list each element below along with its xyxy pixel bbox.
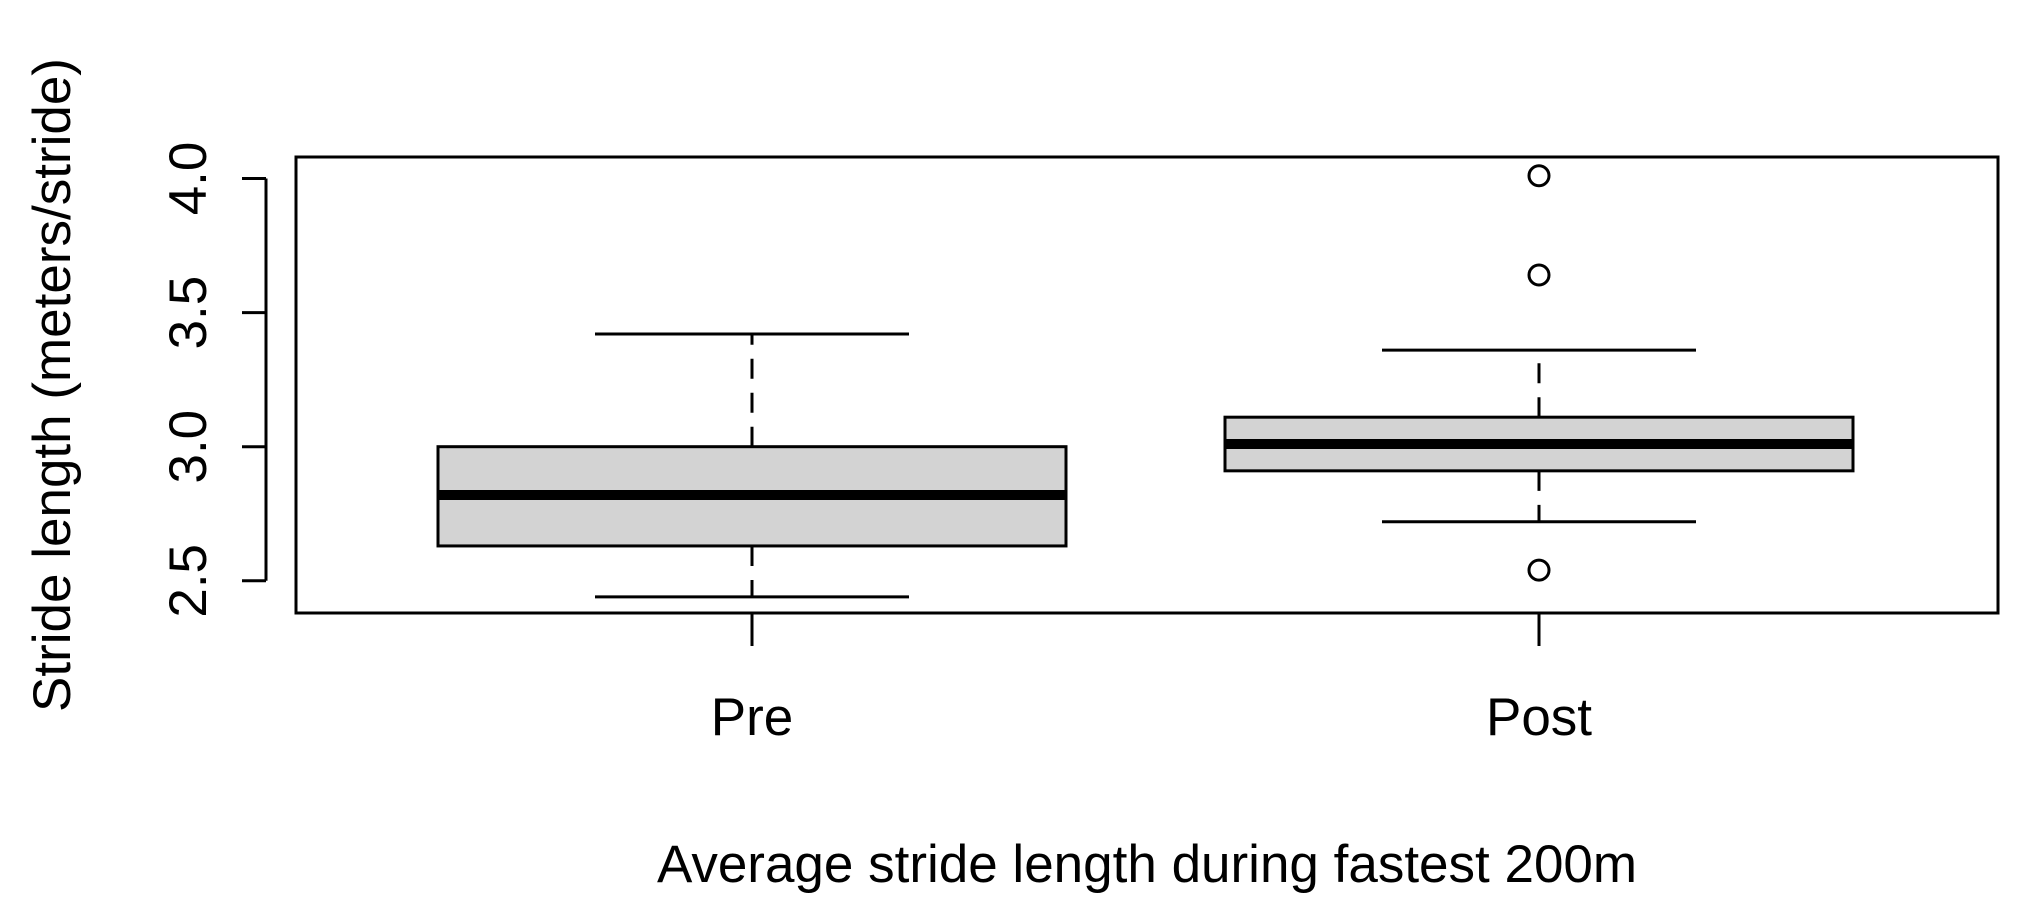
y-tick-label: 3.5 [159,276,218,350]
x-axis-label: Average stride length during fastest 200… [657,835,1637,894]
boxes: Pre Post [436,164,1855,747]
plot-frame [294,155,2000,615]
y-tick-label: 4.0 [159,142,218,216]
y-axis-label: Stride length (meters/stride) [23,58,82,712]
box-pre: Pre [436,332,1068,747]
x-tick-label: Post [1486,688,1592,747]
y-tick-label: 2.5 [159,544,218,618]
y-tick-label: 3.0 [159,410,218,484]
x-tick-label: Pre [711,688,793,747]
y-axis: 2.5 3.0 3.5 4.0 [159,142,268,618]
box-post: Post [1223,164,1855,747]
outlier-point [1527,263,1551,287]
outlier-point [1527,558,1551,582]
outlier-point [1527,164,1551,188]
